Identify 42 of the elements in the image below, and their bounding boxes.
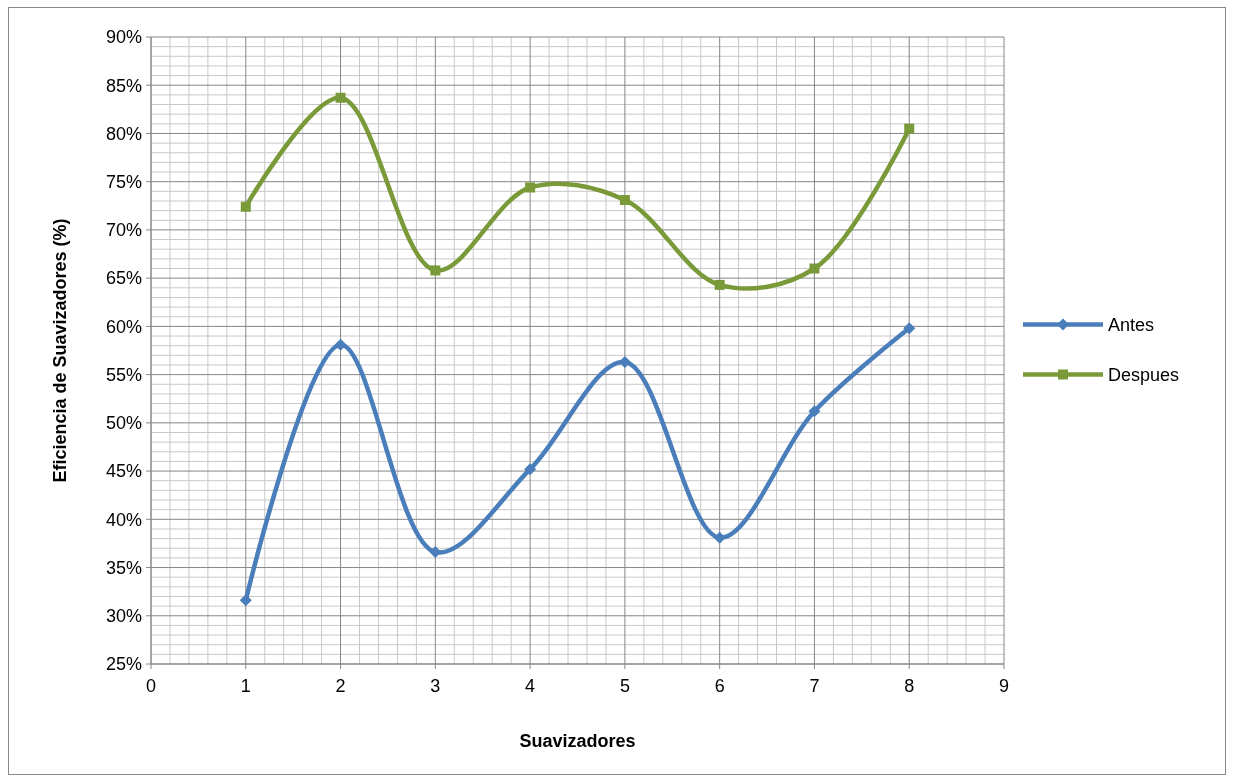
point (430, 265, 441, 276)
x-axis-title: Suavizadores (519, 731, 636, 751)
point (903, 322, 916, 335)
point (713, 531, 726, 544)
x-tick-label: 1 (240, 676, 251, 696)
point (240, 201, 251, 212)
point (808, 405, 821, 418)
point (714, 279, 725, 290)
point (524, 463, 537, 476)
x-tick-label: 0 (145, 676, 157, 696)
y-tick-label: 55% (105, 364, 142, 385)
y-tick-label: 75% (105, 171, 142, 192)
y-tick-label: 40% (105, 509, 142, 530)
point (809, 263, 820, 274)
x-tick-label: 2 (335, 676, 346, 696)
y-tick-label: 90% (105, 27, 142, 48)
y-tick-label: 80% (105, 123, 142, 144)
y-tick-label: 60% (105, 316, 142, 337)
y-axis-title: Eficiencia de Suavizadores (%) (50, 218, 70, 483)
x-tick-label: 3 (430, 676, 441, 696)
point (334, 338, 347, 351)
point (619, 195, 630, 206)
y-tick-label: 70% (105, 220, 142, 241)
x-tick-label: 4 (525, 676, 536, 696)
y-tick-label: 35% (105, 557, 142, 578)
y-tick-label: 45% (105, 461, 142, 482)
x-tick-label: 7 (809, 676, 820, 696)
x-tick-label: 5 (619, 676, 630, 696)
y-tick-label: 25% (105, 654, 142, 675)
legend-label: Antes (1108, 314, 1155, 335)
point (904, 123, 915, 134)
x-tick-label: 8 (904, 676, 915, 696)
point (239, 594, 252, 607)
y-tick-label: 30% (105, 606, 142, 627)
y-tick-label: 50% (105, 413, 142, 434)
y-tick-label: 65% (105, 268, 142, 289)
y-tick-label: 85% (105, 75, 142, 96)
legend-label: Despues (1108, 364, 1180, 385)
point (525, 182, 536, 193)
x-tick-label: 6 (714, 676, 725, 696)
x-tick-label: 9 (998, 676, 1010, 696)
point (335, 92, 346, 103)
